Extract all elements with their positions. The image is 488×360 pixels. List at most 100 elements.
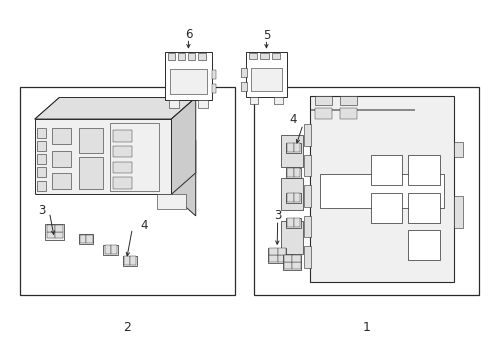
Text: 1: 1 bbox=[362, 320, 369, 333]
Bar bbox=[46, 225, 55, 232]
Bar bbox=[211, 84, 216, 93]
Text: 6: 6 bbox=[184, 28, 192, 41]
Bar bbox=[157, 194, 185, 209]
Bar bbox=[167, 53, 175, 60]
Bar bbox=[269, 255, 277, 262]
Bar bbox=[188, 53, 195, 60]
Bar bbox=[124, 256, 130, 265]
Bar bbox=[52, 129, 71, 144]
Bar bbox=[293, 219, 299, 227]
Bar bbox=[110, 123, 159, 191]
Bar bbox=[52, 173, 71, 189]
Bar bbox=[165, 52, 211, 100]
Bar bbox=[113, 177, 132, 189]
Bar bbox=[55, 225, 63, 232]
Polygon shape bbox=[171, 98, 195, 194]
Bar bbox=[79, 128, 103, 153]
Text: 5: 5 bbox=[262, 29, 269, 42]
Bar bbox=[293, 143, 299, 152]
Bar bbox=[284, 255, 292, 262]
Bar bbox=[407, 193, 439, 222]
Bar bbox=[248, 53, 256, 59]
Bar bbox=[315, 96, 331, 105]
Bar bbox=[293, 193, 299, 202]
Bar bbox=[52, 150, 71, 167]
Bar bbox=[86, 235, 92, 243]
Bar bbox=[274, 96, 283, 104]
Bar bbox=[267, 248, 286, 263]
Bar bbox=[284, 262, 292, 269]
Bar bbox=[281, 178, 303, 211]
Bar bbox=[241, 82, 246, 91]
Bar bbox=[285, 193, 300, 203]
Bar bbox=[282, 255, 301, 270]
Bar bbox=[113, 146, 132, 157]
Text: 3: 3 bbox=[39, 204, 46, 217]
Bar bbox=[45, 225, 63, 239]
Bar bbox=[339, 108, 356, 119]
Bar bbox=[281, 221, 303, 253]
Bar bbox=[113, 130, 132, 141]
Bar bbox=[20, 87, 234, 295]
Bar bbox=[304, 125, 311, 146]
Bar bbox=[277, 248, 285, 255]
Text: 2: 2 bbox=[123, 320, 131, 333]
Bar bbox=[113, 162, 132, 173]
Bar bbox=[80, 235, 86, 243]
Text: 3: 3 bbox=[273, 209, 281, 222]
Bar bbox=[249, 96, 258, 104]
Bar bbox=[271, 53, 280, 59]
Bar bbox=[281, 135, 303, 167]
Bar bbox=[370, 193, 402, 222]
Bar bbox=[304, 185, 311, 207]
Bar bbox=[245, 52, 286, 96]
Bar bbox=[320, 174, 444, 208]
Text: 4: 4 bbox=[289, 113, 296, 126]
Bar bbox=[287, 219, 293, 227]
Bar bbox=[169, 100, 179, 108]
Bar bbox=[287, 168, 293, 177]
Bar bbox=[198, 53, 205, 60]
Bar bbox=[407, 230, 439, 260]
Bar bbox=[304, 155, 311, 176]
Bar bbox=[310, 96, 453, 282]
Bar bbox=[55, 232, 63, 238]
Bar bbox=[370, 156, 402, 185]
Bar bbox=[287, 193, 293, 202]
Bar bbox=[211, 70, 216, 79]
Bar bbox=[285, 143, 300, 153]
Bar bbox=[291, 255, 300, 262]
Bar bbox=[37, 167, 46, 177]
Polygon shape bbox=[171, 119, 195, 216]
Bar bbox=[198, 100, 207, 108]
Bar bbox=[304, 246, 311, 268]
Bar bbox=[407, 156, 439, 185]
Bar bbox=[269, 248, 277, 255]
Bar bbox=[285, 168, 300, 178]
Bar bbox=[104, 245, 111, 254]
Bar bbox=[250, 68, 282, 91]
Bar bbox=[103, 245, 118, 255]
Bar bbox=[287, 143, 293, 152]
Bar bbox=[37, 128, 46, 138]
Bar bbox=[79, 234, 93, 244]
Bar bbox=[241, 68, 246, 77]
Bar bbox=[293, 168, 299, 177]
Bar bbox=[130, 256, 136, 265]
Bar bbox=[35, 119, 171, 194]
Bar bbox=[277, 255, 285, 262]
Bar bbox=[339, 96, 356, 105]
Bar bbox=[453, 196, 462, 228]
Bar bbox=[79, 157, 103, 189]
Bar bbox=[285, 218, 300, 228]
Bar bbox=[178, 53, 185, 60]
Bar bbox=[315, 108, 331, 119]
Bar bbox=[453, 142, 462, 157]
Polygon shape bbox=[35, 98, 195, 119]
Bar bbox=[37, 181, 46, 191]
Bar bbox=[254, 87, 478, 295]
Bar bbox=[37, 141, 46, 151]
Text: 4: 4 bbox=[141, 219, 148, 232]
Bar bbox=[291, 262, 300, 269]
Bar bbox=[122, 256, 137, 266]
